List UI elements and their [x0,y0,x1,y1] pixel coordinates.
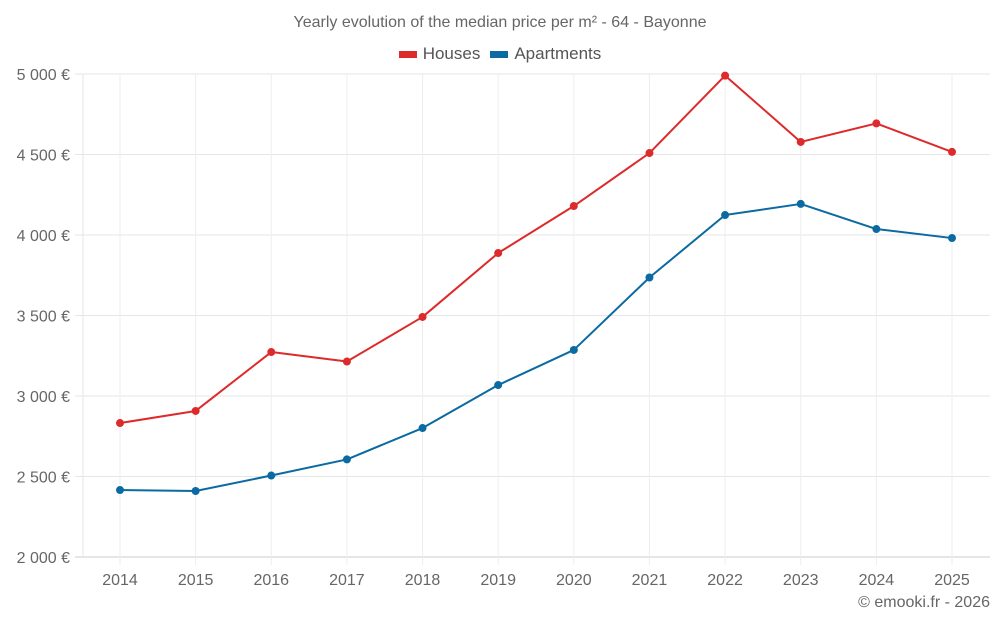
x-tick-label: 2019 [480,572,516,589]
data-point-apartments [494,381,503,390]
data-point-apartments [191,486,200,495]
x-tick-label: 2025 [934,572,970,589]
data-point-houses [342,357,351,366]
x-tick-label: 2020 [556,572,592,589]
y-tick-label: 4 000 € [17,228,70,245]
data-point-apartments [645,273,654,282]
x-tick-label: 2023 [783,572,819,589]
data-point-houses [796,137,805,146]
data-point-houses [191,406,200,415]
y-tick-label: 2 500 € [17,470,70,487]
data-point-apartments [796,199,805,208]
data-point-apartments [872,225,881,234]
chart-title: Yearly evolution of the median price per… [293,14,707,31]
credit-text: © emooki.fr - 2026 [858,594,990,611]
series-line-houses [119,74,953,425]
data-point-apartments [418,424,427,433]
y-tick-label: 3 500 € [17,309,70,326]
legend-item-houses[interactable]: Houses [398,44,481,64]
legend-label-apartments: Apartments [514,44,602,63]
y-tick-label: 4 500 € [17,148,70,165]
legend-swatch-houses [398,50,417,58]
legend-swatch-apartments [490,50,509,58]
data-point-apartments [116,486,124,495]
y-tick-label: 2 000 € [17,550,70,567]
data-point-houses [267,348,276,357]
data-point-houses [948,147,956,156]
data-point-houses [721,71,730,80]
x-tick-label: 2017 [329,572,365,589]
data-point-apartments [948,234,956,243]
data-point-houses [569,202,578,211]
legend-label-houses: Houses [422,44,481,63]
data-point-apartments [569,345,578,354]
legend-item-apartments[interactable]: Apartments [490,44,601,64]
data-point-houses [418,312,427,321]
data-point-houses [116,419,124,428]
data-point-apartments [721,211,730,220]
data-point-apartments [267,471,276,480]
data-point-houses [494,249,503,258]
x-tick-label: 2022 [707,572,743,589]
x-tick-label: 2014 [102,572,138,589]
y-tick-label: 3 000 € [17,389,70,406]
x-tick-label: 2018 [405,572,441,589]
data-point-apartments [342,455,351,464]
data-point-houses [645,149,654,158]
y-tick-label: 5 000 € [17,67,70,84]
legend: Houses Apartments [0,44,1000,64]
x-tick-label: 2015 [178,572,214,589]
x-tick-label: 2016 [253,572,289,589]
x-tick-label: 2021 [632,572,668,589]
data-point-houses [872,119,881,128]
x-tick-label: 2024 [859,572,895,589]
series-line-apartments [119,202,953,492]
